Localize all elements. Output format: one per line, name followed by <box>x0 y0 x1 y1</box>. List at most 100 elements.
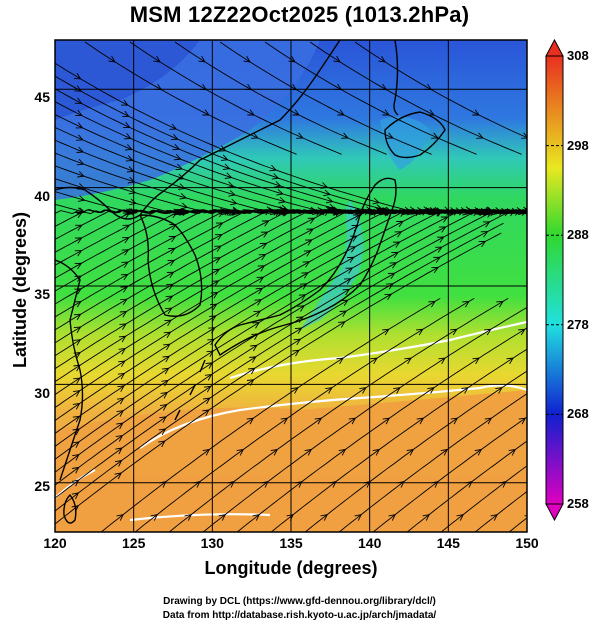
streamline-arrow <box>202 448 211 456</box>
x-tick-label: 120 <box>43 535 67 551</box>
streamline-arrow <box>108 55 116 63</box>
streamline-arrow <box>73 377 81 385</box>
streamline-arrow <box>261 220 270 227</box>
streamline-arrow <box>258 254 267 261</box>
streamline-arrow <box>71 492 80 500</box>
streamline-arrow <box>487 210 496 217</box>
streamline-arrow <box>416 417 425 425</box>
streamline-arrow <box>159 416 167 423</box>
streamline-arrow <box>391 251 399 259</box>
streamline-arrow <box>118 360 126 368</box>
streamline <box>84 41 297 155</box>
streamline-arrow <box>166 271 175 279</box>
streamline-arrow <box>436 236 445 243</box>
streamline <box>338 393 527 532</box>
streamline-arrow <box>348 246 357 253</box>
streamline-arrow <box>325 387 333 394</box>
streamline-arrow <box>280 417 289 425</box>
streamline-arrow <box>323 189 331 197</box>
x-tick-label: 130 <box>200 535 224 551</box>
streamline-arrow <box>338 448 347 456</box>
streamline-arrow <box>120 286 129 293</box>
streamline-arrow <box>341 132 349 139</box>
streamline-arrow <box>198 55 206 63</box>
streamline <box>270 348 527 532</box>
streamline-arrow <box>75 122 84 129</box>
streamline-arrow <box>175 163 184 171</box>
y-axis-label: Latitude (degrees) <box>10 211 30 369</box>
streamline-arrow <box>122 224 131 231</box>
streamline-arrow <box>350 235 358 242</box>
streamline-arrow <box>178 183 186 190</box>
streamline-arrow <box>347 256 355 264</box>
streamline-arrow <box>202 409 210 417</box>
streamline-arrow <box>251 132 259 139</box>
streamline-arrow <box>121 261 129 268</box>
streamline-arrow <box>252 321 260 329</box>
streamline-arrow <box>73 364 81 372</box>
streamline-arrow <box>384 293 393 301</box>
streamline <box>236 327 527 532</box>
streamline-arrow <box>179 193 188 200</box>
streamline-arrow <box>294 327 303 334</box>
streamline-arrow <box>119 310 128 318</box>
streamline-arrow <box>301 272 309 279</box>
credit-data-source: Data from http://database.rish.kyoto-u.a… <box>162 610 437 621</box>
colorbar-tick-label: 308 <box>567 48 589 63</box>
chart-title: MSM 12Z22Oct2025 (1013.2hPa) <box>129 2 470 27</box>
streamline-arrow <box>348 417 357 425</box>
streamline-arrow <box>248 367 256 375</box>
streamline-arrow <box>74 300 82 308</box>
streamline-arrow <box>253 310 262 318</box>
streamline-arrow <box>303 250 312 257</box>
streamline-arrow <box>299 283 308 290</box>
streamline-arrow <box>398 210 406 217</box>
streamline-arrow <box>382 109 390 116</box>
streamline-arrow <box>530 301 537 307</box>
streamline-arrow <box>116 422 124 430</box>
streamline-arrow <box>304 448 313 456</box>
streamline-arrow <box>378 55 386 63</box>
streamline-arrow <box>338 321 346 328</box>
streamline-arrow <box>393 387 401 394</box>
x-tick-label: 125 <box>122 535 146 551</box>
streamline <box>406 440 527 532</box>
colorbar-tick-label: 268 <box>567 406 589 422</box>
streamline-arrow <box>440 216 449 223</box>
streamline-arrow <box>129 198 137 206</box>
streamline-arrow <box>401 208 409 216</box>
streamline-arrow <box>396 220 404 228</box>
streamline-arrow <box>484 328 492 336</box>
streamline-arrow <box>431 132 439 139</box>
streamline-arrow <box>122 212 131 219</box>
wind-streamlines <box>55 41 537 532</box>
streamline-arrow <box>213 257 221 264</box>
streamline-arrow <box>293 338 302 346</box>
streamline-arrow <box>496 300 504 308</box>
streamline-arrow <box>161 367 170 375</box>
streamline-arrow <box>309 206 318 214</box>
streamline-arrow <box>207 338 215 346</box>
streamline-arrow <box>404 357 412 365</box>
streamline-arrow <box>74 288 82 295</box>
streamline-arrow <box>267 207 276 215</box>
streamline <box>440 465 527 532</box>
map-grid <box>55 40 527 532</box>
streamline-arrow <box>173 153 182 161</box>
streamline-arrow <box>354 513 362 521</box>
streamline-arrow <box>74 97 83 104</box>
streamline-arrow <box>74 275 83 282</box>
streamline-arrow <box>77 195 86 202</box>
streamline-arrow <box>118 335 127 343</box>
streamline-arrow <box>73 390 81 397</box>
streamline-arrow <box>72 402 81 410</box>
streamline-arrow <box>372 448 381 456</box>
streamline-arrow <box>124 133 132 140</box>
streamline-arrow <box>461 387 469 394</box>
streamline-arrow <box>119 323 127 330</box>
streamline-arrow <box>169 123 178 130</box>
streamline-arrow <box>359 387 367 394</box>
streamline-arrow <box>73 326 82 333</box>
streamline-arrow <box>202 109 210 116</box>
streamline-arrow <box>220 154 229 161</box>
